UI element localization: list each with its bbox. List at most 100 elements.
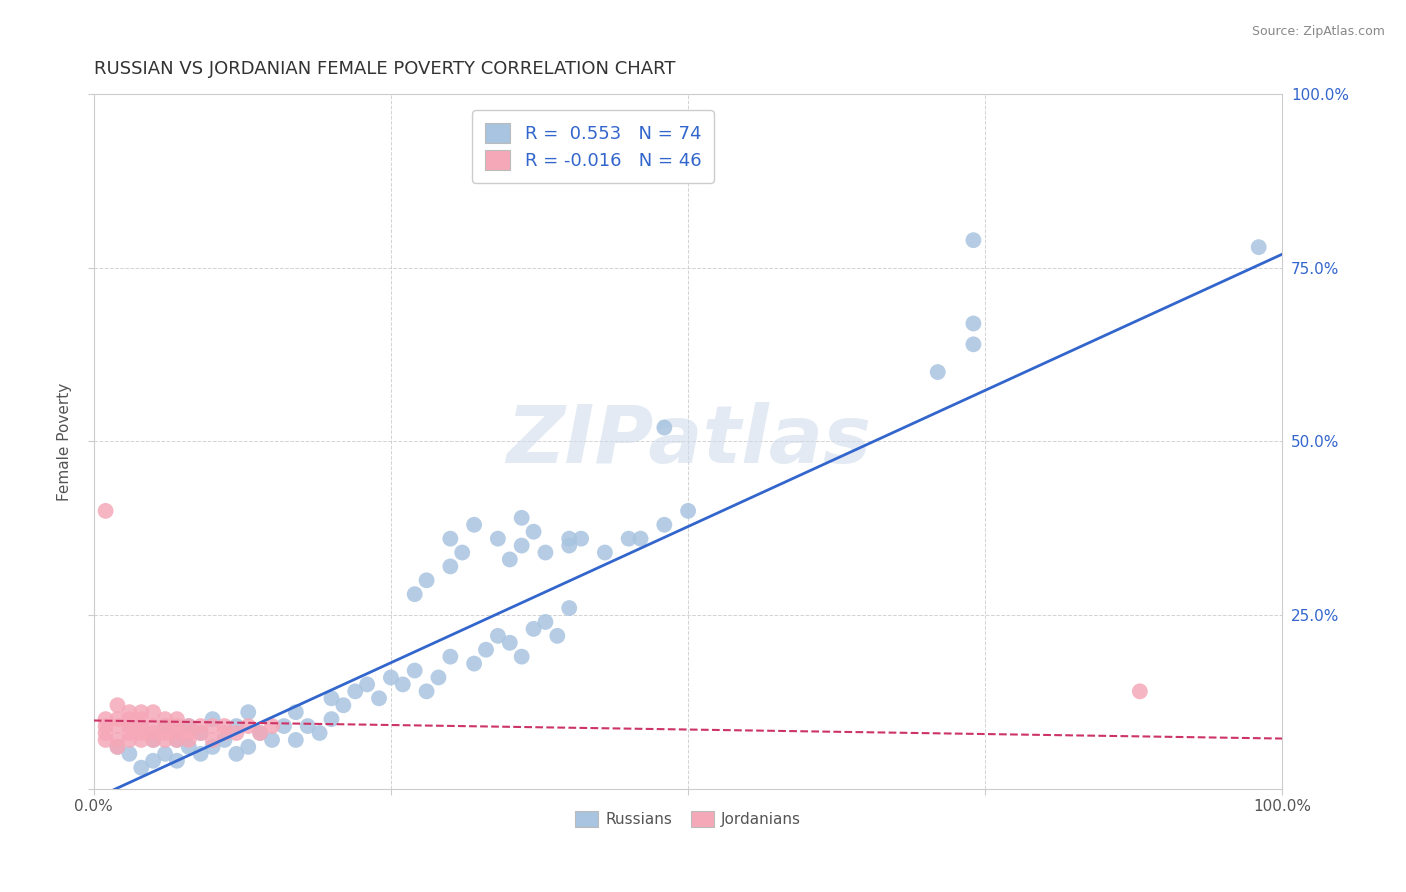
Point: [439, 559, 461, 574]
Point: [142, 754, 165, 768]
Point: [676, 504, 699, 518]
Point: [451, 545, 474, 559]
Point: [510, 511, 533, 525]
Point: [284, 733, 307, 747]
Point: [463, 657, 485, 671]
Point: [558, 601, 581, 615]
Point: [427, 670, 450, 684]
Point: [522, 622, 544, 636]
Point: [153, 747, 176, 761]
Point: [404, 664, 426, 678]
Point: [166, 733, 188, 747]
Point: [415, 684, 437, 698]
Point: [297, 719, 319, 733]
Point: [142, 719, 165, 733]
Point: [510, 649, 533, 664]
Point: [214, 733, 236, 747]
Point: [190, 726, 212, 740]
Point: [344, 684, 367, 698]
Point: [225, 726, 247, 740]
Point: [118, 705, 141, 719]
Point: [225, 747, 247, 761]
Point: [321, 712, 343, 726]
Point: [166, 726, 188, 740]
Point: [201, 733, 224, 747]
Point: [404, 587, 426, 601]
Point: [190, 719, 212, 733]
Point: [107, 739, 129, 754]
Point: [630, 532, 652, 546]
Point: [273, 719, 295, 733]
Point: [177, 719, 200, 733]
Point: [652, 420, 675, 434]
Point: [499, 636, 522, 650]
Point: [486, 629, 509, 643]
Point: [558, 532, 581, 546]
Point: [94, 719, 117, 733]
Point: [166, 719, 188, 733]
Point: [118, 747, 141, 761]
Point: [142, 733, 165, 747]
Point: [415, 574, 437, 588]
Point: [617, 532, 640, 546]
Text: ZIPatlas: ZIPatlas: [506, 402, 870, 481]
Point: [927, 365, 949, 379]
Point: [486, 532, 509, 546]
Point: [463, 517, 485, 532]
Point: [522, 524, 544, 539]
Point: [129, 705, 152, 719]
Point: [499, 552, 522, 566]
Point: [129, 733, 152, 747]
Point: [94, 504, 117, 518]
Point: [166, 733, 188, 747]
Point: [593, 545, 616, 559]
Point: [1129, 684, 1152, 698]
Point: [201, 712, 224, 726]
Point: [475, 642, 498, 657]
Point: [177, 739, 200, 754]
Point: [332, 698, 354, 713]
Point: [177, 719, 200, 733]
Point: [284, 705, 307, 719]
Point: [107, 719, 129, 733]
Point: [558, 539, 581, 553]
Point: [356, 677, 378, 691]
Point: [249, 726, 271, 740]
Point: [129, 719, 152, 733]
Point: [129, 761, 152, 775]
Point: [107, 733, 129, 747]
Point: [534, 615, 557, 629]
Point: [142, 726, 165, 740]
Point: [214, 719, 236, 733]
Point: [439, 532, 461, 546]
Point: [129, 712, 152, 726]
Point: [107, 712, 129, 726]
Point: [546, 629, 568, 643]
Point: [153, 712, 176, 726]
Point: [177, 733, 200, 747]
Point: [238, 739, 260, 754]
Point: [118, 712, 141, 726]
Point: [166, 754, 188, 768]
Point: [249, 726, 271, 740]
Point: [534, 545, 557, 559]
Point: [1247, 240, 1270, 254]
Point: [391, 677, 413, 691]
Point: [153, 726, 176, 740]
Point: [153, 719, 176, 733]
Point: [308, 726, 330, 740]
Point: [177, 726, 200, 740]
Point: [107, 698, 129, 713]
Point: [260, 719, 283, 733]
Point: [510, 539, 533, 553]
Point: [118, 726, 141, 740]
Text: Source: ZipAtlas.com: Source: ZipAtlas.com: [1251, 25, 1385, 38]
Point: [569, 532, 592, 546]
Point: [94, 726, 117, 740]
Point: [118, 733, 141, 747]
Point: [94, 712, 117, 726]
Y-axis label: Female Poverty: Female Poverty: [58, 383, 72, 500]
Point: [201, 739, 224, 754]
Legend: Russians, Jordanians: Russians, Jordanians: [569, 805, 807, 833]
Point: [214, 726, 236, 740]
